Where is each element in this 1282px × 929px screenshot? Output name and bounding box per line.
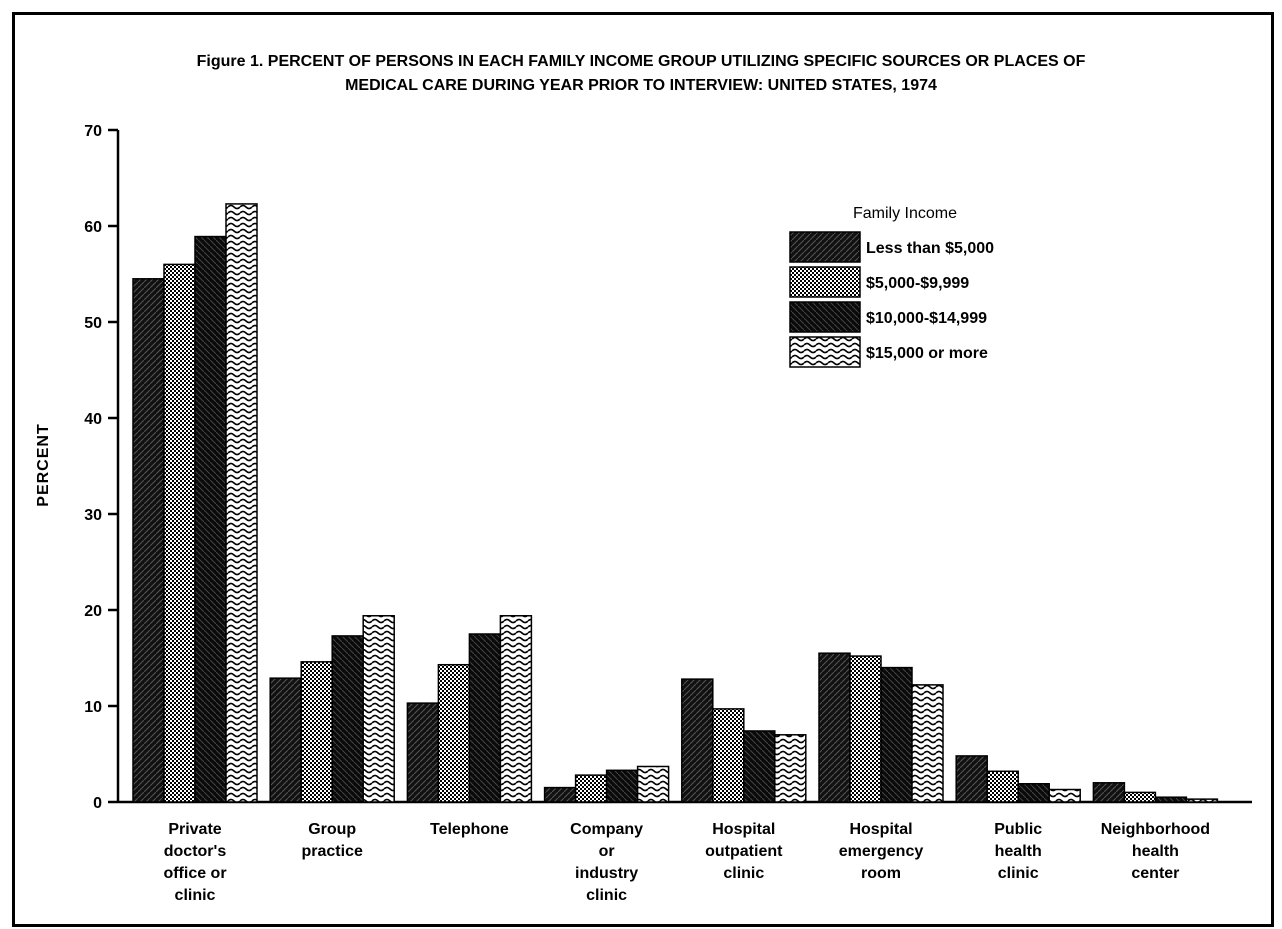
legend-swatch — [789, 231, 861, 263]
legend-label: Less than $5,000 — [866, 240, 994, 257]
x-tick-label: Private — [168, 821, 221, 838]
y-tick-label: 50 — [84, 315, 102, 332]
x-tick-label: or — [599, 843, 615, 860]
bar — [543, 786, 577, 803]
bar — [406, 702, 440, 803]
x-tick-label: health — [1132, 843, 1179, 860]
axes: 0 10 20 30 40 50 60 70 — [84, 123, 1252, 812]
x-tick-label: Telephone — [430, 821, 509, 838]
legend-label: $15,000 or more — [866, 345, 988, 362]
x-tick-label: clinic — [998, 865, 1039, 882]
x-tick-label: industry — [575, 865, 638, 882]
x-tick-label: outpatient — [705, 843, 783, 860]
y-tick-label: 70 — [84, 123, 102, 140]
legend-swatch — [789, 336, 861, 368]
bar — [194, 235, 227, 803]
bar — [1154, 796, 1188, 803]
bar — [499, 615, 533, 803]
x-tick-label: emergency — [839, 843, 924, 860]
bar — [681, 678, 714, 803]
x-tick-label: Public — [994, 821, 1042, 838]
category-labels: Private doctor's office or clinic Group pract… — [163, 821, 1210, 904]
x-tick-label: Hospital — [849, 821, 912, 838]
x-tick-label: office or — [163, 865, 226, 882]
x-tick-label: Neighborhood — [1101, 821, 1210, 838]
x-tick-label: clinic — [723, 865, 764, 882]
x-tick-label: room — [861, 865, 901, 882]
legend: Family Income Less than $5,000 $5,000-$9,… — [789, 205, 994, 368]
chart-title-line-1: Figure 1. PERCENT OF PERSONS IN EACH FAM… — [197, 53, 1086, 70]
bar — [132, 278, 165, 803]
y-tick-label: 20 — [84, 603, 102, 620]
bar — [1092, 782, 1126, 803]
y-tick-label: 0 — [93, 795, 102, 812]
legend-swatch — [789, 266, 861, 298]
bar — [818, 652, 851, 803]
x-tick-label: Group — [308, 821, 356, 838]
bar — [1017, 783, 1050, 803]
bar — [163, 263, 196, 803]
bar — [1185, 798, 1219, 803]
y-tick-label: 10 — [84, 699, 102, 716]
bar — [574, 774, 608, 803]
legend-label: $5,000-$9,999 — [866, 275, 969, 292]
bar — [880, 666, 913, 803]
y-tick-label: 60 — [84, 219, 102, 236]
bar — [774, 734, 807, 803]
x-tick-label: clinic — [175, 887, 216, 904]
legend-swatch — [789, 301, 861, 333]
x-tick-label: Company — [570, 821, 643, 838]
bar — [849, 655, 882, 803]
bar — [331, 635, 364, 803]
chart-frame — [12, 12, 1274, 927]
y-axis-label: PERCENT — [35, 423, 52, 506]
x-tick-label: clinic — [586, 887, 627, 904]
bar — [743, 730, 776, 803]
y-tick-label: 40 — [84, 411, 102, 428]
bar — [911, 684, 944, 803]
legend-title: Family Income — [853, 205, 957, 222]
bar — [300, 661, 333, 803]
bar — [712, 708, 745, 803]
bars — [132, 203, 1219, 803]
bar — [955, 755, 988, 803]
bar — [605, 769, 639, 803]
legend-label: $10,000-$14,999 — [866, 310, 987, 327]
x-tick-label: doctor's — [164, 843, 227, 860]
x-tick-label: Hospital — [712, 821, 775, 838]
chart-title-line-2: MEDICAL CARE DURING YEAR PRIOR TO INTERV… — [345, 77, 937, 94]
x-tick-label: practice — [302, 843, 363, 860]
bar — [269, 677, 302, 803]
bar — [468, 633, 502, 803]
x-tick-label: health — [995, 843, 1042, 860]
y-tick-label: 30 — [84, 507, 102, 524]
bar — [1048, 788, 1081, 803]
bar — [225, 203, 258, 803]
bar — [986, 770, 1019, 803]
bar — [636, 765, 670, 803]
bar — [362, 615, 395, 803]
bar — [1123, 791, 1157, 803]
bar — [437, 663, 471, 803]
x-tick-label: center — [1131, 865, 1179, 882]
